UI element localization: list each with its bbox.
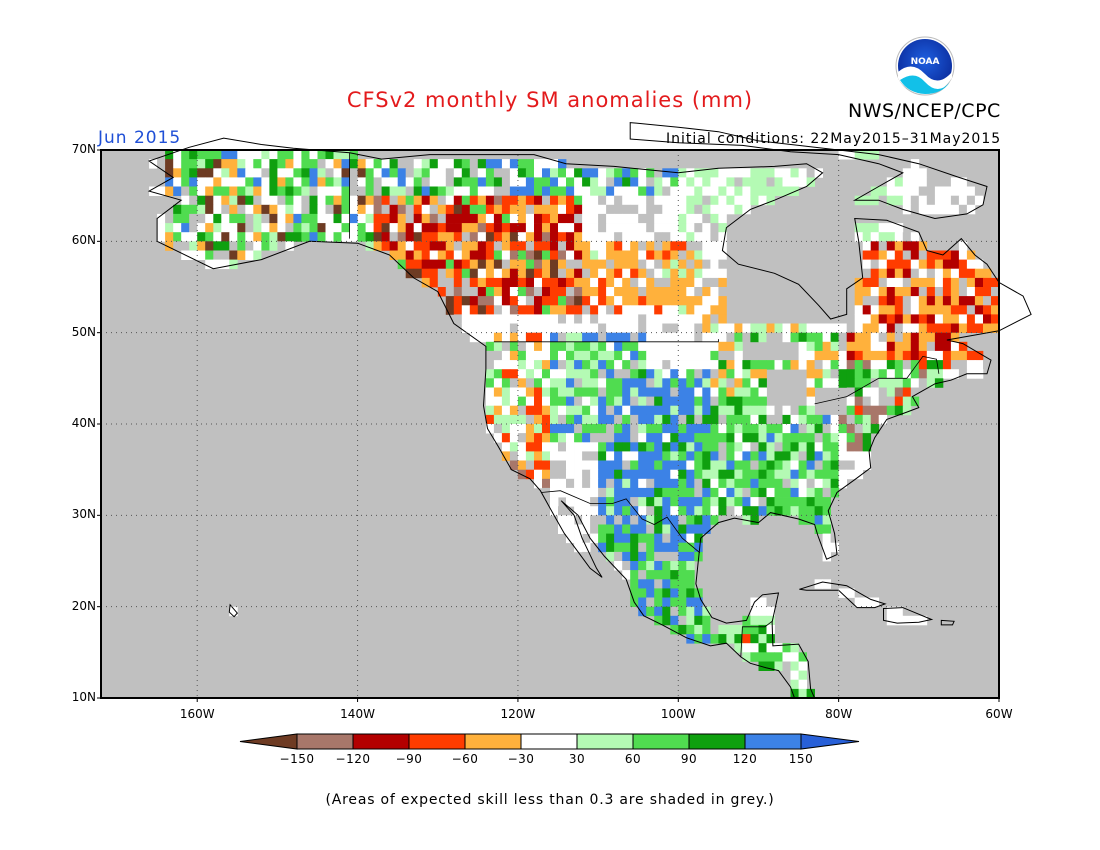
lat-label-50N: 50N	[71, 324, 96, 339]
lon-label-100W: 100W	[660, 707, 696, 721]
colorbar-label-2: −90	[395, 752, 423, 766]
coastline-2	[228, 603, 238, 618]
coastline-0	[147, 137, 1032, 699]
lon-label-140W: 140W	[340, 707, 375, 721]
border-1	[493, 339, 719, 343]
coastline-4	[883, 607, 934, 624]
agency-label: NWS/NCEP/CPC	[848, 100, 1001, 122]
colorbar-label-8: 120	[732, 752, 758, 766]
lon-label-80W: 80W	[825, 707, 853, 721]
coastline-3	[799, 581, 887, 609]
lat-label-40N: 40N	[71, 416, 96, 430]
initial-conditions-label: Initial conditions: 22May2015–31May2015	[666, 131, 1002, 147]
anomaly-cells	[149, 150, 1000, 699]
border-2	[814, 355, 940, 405]
border-4	[740, 620, 773, 657]
lon-label-160W: 160W	[179, 707, 215, 721]
coastlines	[147, 122, 1032, 699]
map-ticks	[97, 149, 1000, 702]
figure-title: CFSv2 monthly SM anomalies (mm)	[346, 88, 754, 112]
lat-label-10N: 10N	[71, 690, 96, 704]
coastline-1	[629, 122, 988, 220]
border-3	[541, 490, 701, 554]
lon-label-60W: 60W	[985, 707, 1013, 721]
colorbar-label-3: −60	[451, 752, 479, 766]
colorbar-label-5: 30	[568, 752, 586, 766]
lat-label-70N: 70N	[71, 142, 96, 156]
colorbar-label-6: 60	[624, 752, 642, 766]
coastline-5	[940, 619, 955, 626]
lat-label-30N: 30N	[71, 507, 96, 522]
lat-label-20N: 20N	[71, 598, 96, 613]
colorbar-label-9: 150	[788, 752, 814, 766]
lon-label-120W: 120W	[500, 707, 536, 721]
colorbar-label-1: −120	[335, 752, 371, 766]
colorbar-label-4: −30	[507, 752, 535, 766]
footnote: (Areas of expected skill less than 0.3 a…	[325, 792, 775, 808]
lat-label-60N: 60N	[71, 233, 96, 248]
valid-month-label: Jun 2015	[98, 128, 182, 148]
colorbar-label-7: 90	[680, 752, 698, 766]
colorbar-label-0: −150	[279, 752, 315, 766]
